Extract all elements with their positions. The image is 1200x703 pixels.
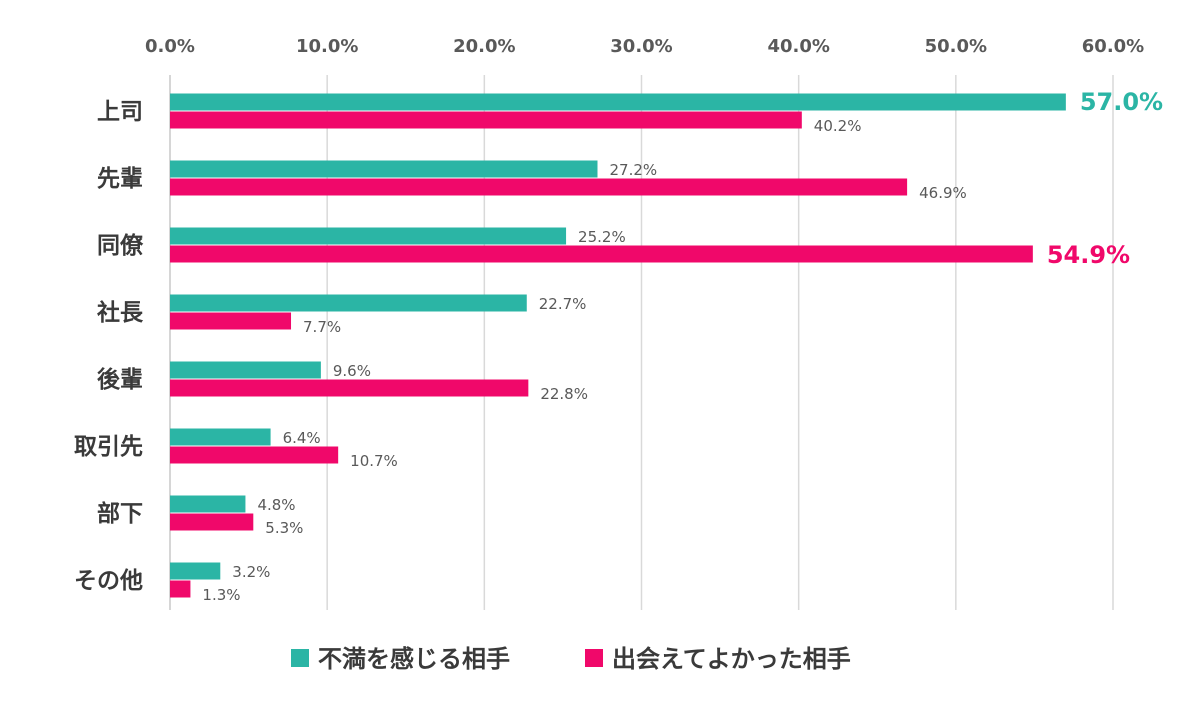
- bar-dissatisfied: [170, 361, 321, 379]
- category-label: 上司: [97, 99, 143, 125]
- bar-glad-to-meet: [170, 312, 292, 330]
- x-tick-label: 20.0%: [453, 36, 515, 57]
- data-label: 40.2%: [814, 117, 862, 135]
- legend-label-series-2: 出会えてよかった相手: [612, 645, 851, 673]
- data-label: 6.4%: [283, 429, 321, 447]
- x-tick-label: 0.0%: [145, 36, 195, 57]
- data-label: 10.7%: [350, 452, 398, 470]
- legend-swatch-series-2: [585, 649, 603, 667]
- legend-swatch-series-1: [291, 649, 309, 667]
- data-label: 22.7%: [539, 295, 587, 313]
- bar-dissatisfied: [170, 562, 221, 580]
- x-tick-label: 50.0%: [925, 36, 987, 57]
- bar-glad-to-meet: [170, 580, 191, 598]
- bar-dissatisfied: [170, 227, 567, 245]
- bar-dissatisfied: [170, 294, 527, 312]
- data-label: 27.2%: [609, 161, 657, 179]
- data-label: 57.0%: [1080, 88, 1163, 116]
- data-label: 3.2%: [232, 563, 270, 581]
- bar-dissatisfied: [170, 495, 246, 513]
- category-label: 後輩: [97, 366, 143, 393]
- data-labels: 57.0% 40.2% 27.2% 46.9% 25.2% 54.9% 22.7% 7.7% 9…: [202, 88, 1163, 604]
- bar-glad-to-meet: [170, 379, 529, 397]
- category-label: 取引先: [74, 434, 143, 460]
- data-label: 22.8%: [540, 385, 588, 403]
- bar-glad-to-meet: [170, 245, 1033, 263]
- legend-label-series-1: 不満を感じる相手: [318, 645, 510, 673]
- bar-dissatisfied: [170, 160, 598, 178]
- data-label: 4.8%: [257, 496, 295, 514]
- category-label: 先輩: [97, 166, 143, 192]
- bars: [170, 93, 1066, 598]
- category-label: 部下: [97, 500, 143, 527]
- bar-glad-to-meet: [170, 513, 254, 531]
- bar-glad-to-meet: [170, 178, 908, 196]
- bar-glad-to-meet: [170, 446, 339, 464]
- data-label: 1.3%: [202, 586, 240, 604]
- category-label: 社長: [97, 299, 144, 326]
- legend: 不満を感じる相手 出会えてよかった相手: [291, 645, 851, 673]
- category-label: 同僚: [97, 232, 144, 259]
- data-label: 25.2%: [578, 228, 626, 246]
- data-label: 54.9%: [1047, 241, 1130, 269]
- x-tick-label: 60.0%: [1082, 36, 1144, 57]
- bar-dissatisfied: [170, 428, 271, 446]
- data-label: 46.9%: [919, 184, 967, 202]
- data-label: 5.3%: [265, 519, 303, 537]
- bar-glad-to-meet: [170, 111, 802, 129]
- x-tick-label: 40.0%: [767, 36, 829, 57]
- x-axis-ticks: 0.0% 10.0% 20.0% 30.0% 40.0% 50.0% 60.0%: [145, 36, 1144, 57]
- x-tick-label: 10.0%: [296, 36, 358, 57]
- x-tick-label: 30.0%: [610, 36, 672, 57]
- data-label: 7.7%: [303, 318, 341, 336]
- data-label: 9.6%: [333, 362, 371, 380]
- category-label: その他: [74, 568, 143, 594]
- gridlines: [326, 75, 1114, 610]
- bar-dissatisfied: [170, 93, 1066, 111]
